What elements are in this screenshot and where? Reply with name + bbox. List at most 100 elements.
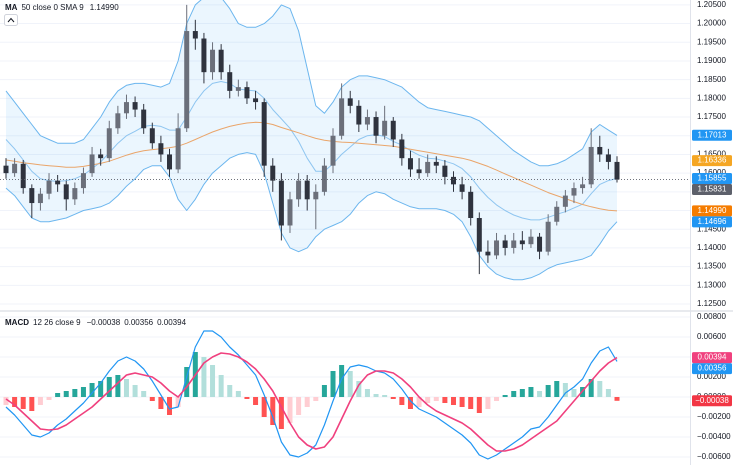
histogram-bar [399,397,405,405]
legend-params: 12 26 close 9 [33,318,81,327]
histogram-bar [287,397,293,423]
histogram-bar [201,357,207,397]
y-tick-label: 1.20000 [697,19,726,28]
y-tick-label: 1.16000 [697,168,726,177]
histogram-bar [416,397,422,407]
candle-body [511,240,517,248]
histogram-bar [158,397,164,409]
candle-body [442,165,448,177]
histogram-bar [364,389,370,397]
band-lower [5,152,618,281]
price-label: 1.14696 [698,217,727,226]
price-label: 1.14990 [698,206,727,215]
y-tick-label: 0.00200 [697,372,726,381]
candle-body [339,98,345,136]
candle-body [72,188,78,200]
plot-layer [0,0,690,460]
candle-body [296,180,302,200]
candle-body [63,184,69,200]
histogram-bar [175,397,181,407]
histogram-bar [468,397,474,409]
candle-body [356,105,362,125]
candle-body [141,109,147,129]
histogram-bar [46,397,52,400]
histogram-bar [614,397,620,401]
legend-title: MACD [5,318,29,327]
histogram-bar [450,397,456,405]
candle-body [502,240,508,248]
histogram-bar [321,385,327,397]
histogram-bar [132,385,138,397]
y-tick-label: 1.18500 [697,75,726,84]
histogram-bar [55,393,61,397]
histogram-bar [494,397,500,401]
candle-body [106,128,112,159]
candle-body [201,38,207,73]
price-label: 0.00394 [698,353,727,362]
price-label-box [692,363,732,375]
candle-body [425,161,431,174]
candle-body [321,165,327,192]
candle-body [261,102,267,166]
collapse-button[interactable] [4,14,18,26]
histogram-bar [537,391,543,397]
price-label-box [692,205,732,217]
candle-body [20,163,26,189]
candle-body [537,236,543,252]
candle-body [580,184,586,189]
y-tick-label: 0.00600 [697,332,726,341]
collapse-icon [7,17,15,23]
candle-body [545,221,551,252]
candle-body [571,188,577,196]
histogram-bar [37,397,43,405]
histogram-bar [244,397,250,399]
price-label: 1.17013 [698,130,727,139]
histogram-bar [227,385,233,397]
candle-body [218,49,224,73]
candle-body [347,98,353,106]
candle-body [184,31,190,129]
candle-body [330,135,336,166]
histogram-bar [98,381,104,397]
candle-body [3,165,9,174]
y-tick-label: −0.00400 [697,432,731,441]
histogram-bar [356,381,362,397]
histogram-bar [210,365,216,397]
price-label: 0.00356 [698,364,727,373]
candle-body [46,180,52,194]
price-label: −0.00038 [695,396,729,405]
price-label-box [692,173,732,185]
candle-body [494,240,500,256]
collapse-button-box[interactable] [4,14,18,26]
legend-value: −0.00038 [87,318,121,327]
pane-candlestick [3,0,620,281]
y-tick-label: 1.18000 [697,93,726,102]
candle-body [450,176,456,185]
legend-value: 1.14990 [90,3,119,12]
price-label-box [692,352,732,364]
histogram-bar [502,395,508,397]
histogram-bar [519,389,525,397]
price-label: 1.15831 [698,185,727,194]
histogram-bar [330,371,336,397]
histogram-bar [89,383,95,397]
histogram-bar [141,391,147,397]
candle-body [89,154,95,174]
histogram-bar [528,387,534,397]
histogram-bar [218,375,224,397]
histogram-bar [511,391,517,397]
legend-params: 50 close 0 SMA 9 [21,3,84,12]
candle-body [29,188,35,204]
price-label-box [692,395,732,407]
y-tick-label: 1.19000 [697,56,726,65]
candle-body [390,120,396,140]
y-tick-label: 1.14500 [697,224,726,233]
band-area [6,0,617,280]
histogram-bar [407,397,413,409]
candle-body [192,31,198,39]
macd-line [5,330,618,460]
histogram-bar [149,397,155,401]
